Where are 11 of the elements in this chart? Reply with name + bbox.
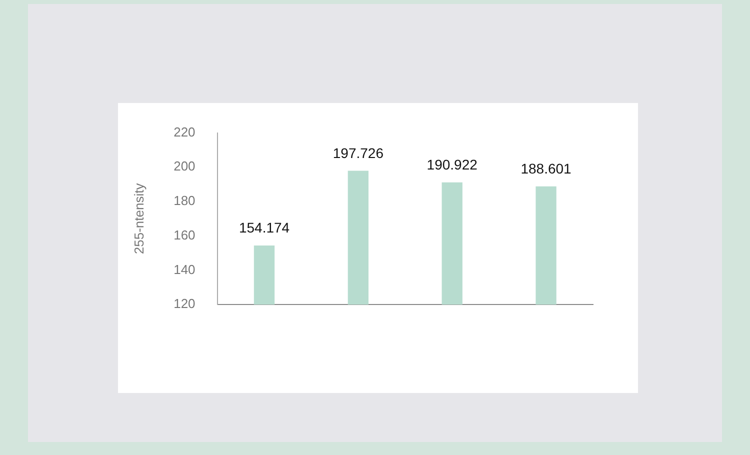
data-label: 197.726 <box>332 144 384 161</box>
y-tick-label: 160 <box>174 227 196 242</box>
data-label: 154.174 <box>238 220 290 236</box>
y-tick-label: 140 <box>174 262 196 277</box>
y-tick-label: 180 <box>174 193 196 208</box>
y-tick-label: 220 <box>174 124 196 140</box>
data-label: 188.601 <box>520 160 572 177</box>
y-tick-label: 200 <box>174 158 196 174</box>
data-label: 190.922 <box>426 156 478 173</box>
y-tick-label: 120 <box>174 296 196 312</box>
y-axis-title: 255-ntensity <box>131 182 146 254</box>
